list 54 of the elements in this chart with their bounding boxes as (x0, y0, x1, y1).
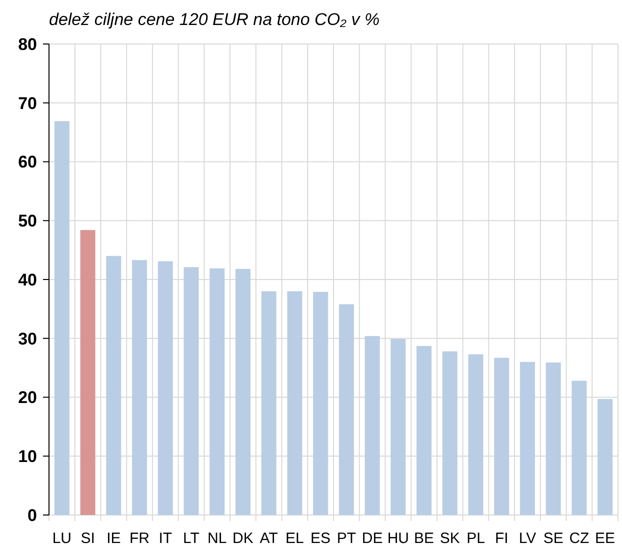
x-tick-label: AT (260, 530, 278, 547)
bar (520, 362, 535, 515)
x-tick-label: EE (595, 530, 616, 547)
bar (210, 268, 225, 515)
x-tick-label: SK (440, 530, 460, 547)
x-tick-label: EL (286, 530, 304, 547)
x-tick-label: SI (80, 530, 95, 547)
bar (390, 338, 406, 515)
x-tick-label: SE (543, 530, 564, 547)
bar (261, 291, 276, 515)
bar (546, 362, 561, 515)
bar (494, 358, 510, 515)
bar (54, 121, 70, 515)
bar (442, 351, 458, 515)
bar (80, 230, 96, 515)
y-tick-label: 70 (18, 94, 37, 113)
y-tick-label: 50 (18, 212, 37, 231)
chart-title: delež ciljne cene 120 EUR na tono CO₂ v % (49, 10, 380, 29)
y-tick-label: 0 (28, 506, 37, 525)
bar (235, 268, 250, 515)
x-tick-label: DK (232, 530, 254, 547)
x-tick-label: DE (362, 530, 383, 547)
bar (158, 261, 173, 515)
bar (572, 380, 587, 515)
y-tick-label: 30 (18, 329, 37, 348)
y-tick-label: 80 (18, 34, 37, 54)
bar (338, 304, 354, 515)
x-tick-label: NL (208, 530, 227, 547)
x-tick-label: BE (414, 530, 434, 547)
bar (287, 291, 302, 515)
x-tick-label: LT (183, 530, 200, 547)
x-tick-label: LV (518, 530, 536, 547)
x-tick-label: PL (466, 530, 485, 547)
bar (416, 346, 432, 515)
x-tick-label: HU (387, 530, 409, 547)
bar (106, 256, 122, 515)
y-tick-label: 20 (18, 388, 37, 408)
y-tick-label: 60 (18, 152, 37, 172)
y-tick-label: 10 (18, 447, 37, 466)
bar (132, 260, 148, 515)
x-tick-label: FI (494, 530, 508, 547)
bar (184, 267, 199, 515)
x-tick-label: IT (158, 530, 172, 547)
y-tick-label: 40 (18, 270, 37, 290)
x-tick-label: FR (130, 530, 150, 547)
x-tick-label: IE (106, 530, 121, 547)
x-tick-label: PT (336, 530, 356, 547)
bar (313, 292, 328, 515)
bar (364, 336, 380, 515)
bar (468, 354, 484, 515)
x-tick-label: ES (310, 530, 331, 547)
bar (598, 399, 613, 515)
x-tick-label: CZ (569, 530, 590, 547)
x-tick-label: LU (52, 530, 72, 547)
